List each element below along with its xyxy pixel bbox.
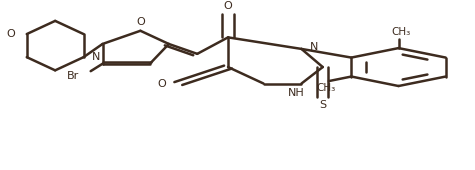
- Text: CH₃: CH₃: [317, 83, 336, 93]
- Text: CH₃: CH₃: [391, 27, 410, 37]
- Text: O: O: [224, 1, 232, 11]
- Text: O: O: [6, 29, 15, 39]
- Text: N: N: [310, 42, 318, 52]
- Text: N: N: [92, 52, 101, 62]
- Text: S: S: [319, 100, 326, 110]
- Text: Br: Br: [66, 71, 79, 81]
- Text: NH: NH: [288, 88, 305, 98]
- Text: O: O: [158, 79, 166, 89]
- Text: O: O: [136, 17, 145, 27]
